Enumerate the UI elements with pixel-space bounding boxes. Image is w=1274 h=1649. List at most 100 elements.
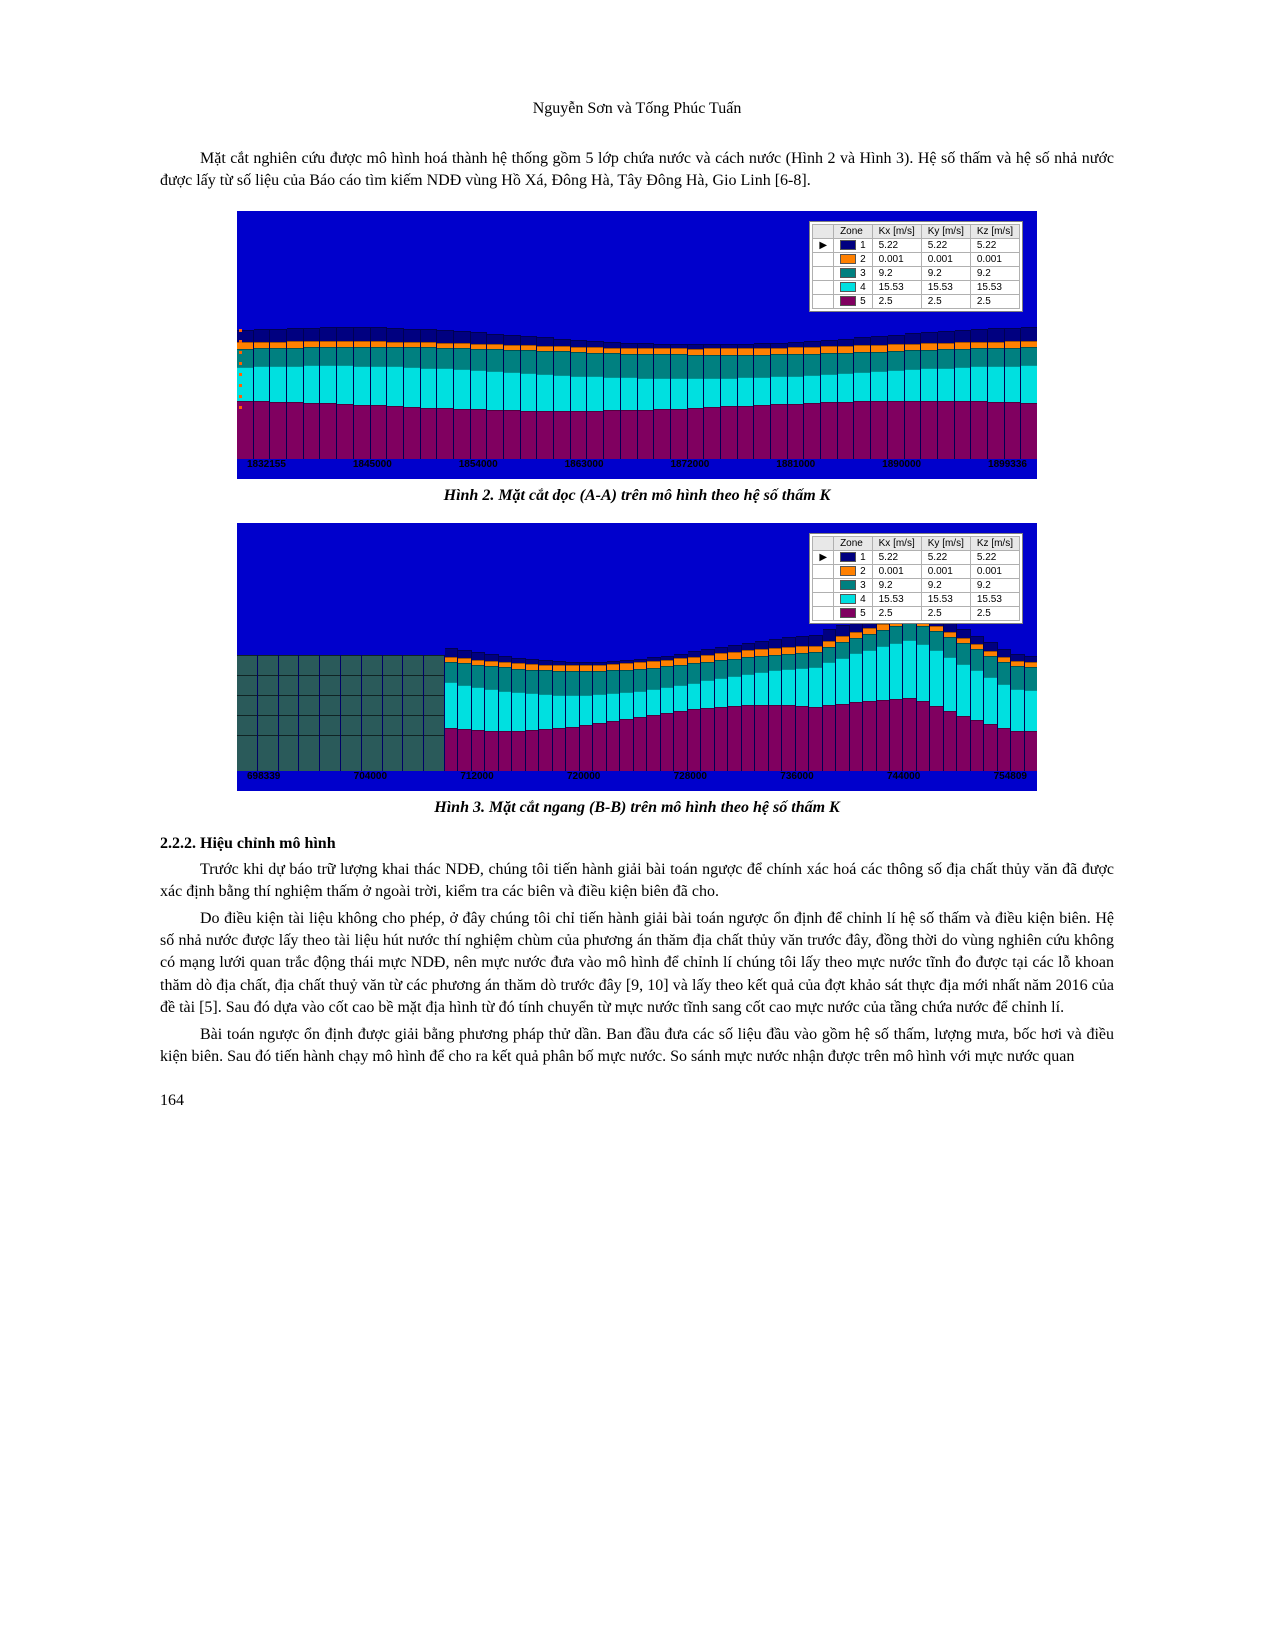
stratum-layer	[554, 411, 570, 459]
stratum-column	[580, 662, 593, 771]
stratum-layer	[607, 693, 619, 721]
stratum-column	[850, 620, 863, 771]
left-block-cell	[424, 715, 444, 735]
stratum-layer	[526, 730, 538, 771]
stratum-layer	[903, 623, 915, 640]
left-block-column	[279, 655, 300, 771]
stratum-layer	[888, 370, 904, 401]
legend-swatch-icon	[840, 296, 856, 306]
stratum-layer	[472, 652, 484, 659]
legend-value: 9.2	[872, 266, 921, 280]
stratum-layer	[454, 348, 470, 369]
stratum-column	[607, 661, 620, 771]
stratum-column	[387, 328, 404, 459]
stratum-column	[863, 616, 876, 771]
stratum-layer	[688, 683, 700, 710]
stratum-layer	[930, 706, 942, 770]
left-block-cell	[279, 655, 299, 675]
stratum-layer	[634, 717, 646, 771]
stratum-layer	[921, 368, 937, 400]
axis-tick: 1832155	[247, 459, 286, 477]
stratum-layer	[771, 348, 787, 355]
stratum-layer	[821, 353, 837, 374]
stratum-column	[304, 328, 321, 459]
stratum-layer	[701, 680, 713, 708]
stratum-layer	[823, 629, 835, 640]
page-number: 164	[160, 1092, 1114, 1110]
stratum-layer	[521, 411, 537, 459]
left-block-cell	[320, 655, 340, 675]
legend-header: Zone	[834, 536, 873, 550]
stratum-layer	[988, 366, 1004, 402]
stratum-column	[701, 649, 714, 771]
stratum-column	[485, 654, 498, 771]
stratum-layer	[854, 345, 870, 352]
stratum-column	[674, 654, 687, 771]
stratum-layer	[512, 669, 524, 693]
stratum-layer	[804, 354, 820, 375]
stratum-column	[638, 343, 655, 458]
stratum-layer	[454, 331, 470, 343]
stratum-layer	[471, 349, 487, 371]
section-heading: 2.2.2. Hiệu chỉnh mô hình	[160, 835, 1114, 853]
legend-value: 0.001	[921, 564, 970, 578]
stratum-layer	[738, 406, 754, 459]
stratum-layer	[421, 368, 437, 408]
legend-row: ▶15.225.225.22	[813, 550, 1020, 564]
stratum-layer	[371, 347, 387, 366]
stratum-layer	[998, 649, 1010, 657]
stratum-layer	[512, 692, 524, 731]
stratum-layer	[604, 410, 620, 458]
stratum-layer	[674, 711, 686, 771]
left-block-cell	[258, 675, 278, 695]
stratum-layer	[863, 634, 875, 650]
stratum-layer	[938, 368, 954, 401]
stratum-layer	[471, 332, 487, 343]
stratum-column	[1005, 328, 1022, 459]
stratum-layer	[715, 707, 727, 771]
stratum-layer	[553, 728, 565, 771]
stratum-layer	[938, 331, 954, 342]
legend-value: 0.001	[970, 252, 1019, 266]
legend-header: Kx [m/s]	[872, 536, 921, 550]
legend-value: 0.001	[872, 564, 921, 578]
stratum-layer	[437, 330, 453, 342]
stratum-layer	[769, 639, 781, 648]
left-block-cell	[258, 735, 278, 771]
stratum-layer	[1005, 328, 1021, 341]
stratum-layer	[938, 343, 954, 350]
stratum-layer	[638, 410, 654, 459]
stratum-layer	[804, 375, 820, 403]
stratum-layer	[537, 337, 553, 345]
stratum-layer	[998, 662, 1010, 684]
stratum-column	[553, 661, 566, 770]
stratum-layer	[917, 701, 929, 770]
stratum-column	[539, 660, 552, 770]
stratum-layer	[742, 674, 754, 705]
left-block-cell	[320, 675, 340, 695]
stratum-layer	[304, 365, 320, 402]
stratum-column	[445, 648, 458, 771]
stratum-column	[566, 662, 579, 771]
axis-tick: 698339	[247, 771, 280, 789]
stratum-layer	[445, 728, 457, 770]
stratum-layer	[955, 401, 971, 459]
stratum-layer	[554, 351, 570, 374]
section-title: Hiệu chỉnh mô hình	[200, 835, 336, 852]
stratum-layer	[701, 662, 713, 680]
left-block-cell	[341, 695, 361, 715]
stratum-layer	[930, 631, 942, 650]
stratum-layer	[571, 411, 587, 459]
stratum-layer	[782, 669, 794, 705]
legend-value: 5.22	[970, 550, 1019, 564]
stratum-layer	[354, 366, 370, 405]
stratum-layer	[387, 406, 403, 459]
stratum-column	[728, 645, 741, 771]
stratum-layer	[971, 401, 987, 458]
stratum-layer	[580, 725, 592, 771]
stratum-layer	[971, 720, 983, 771]
stratum-layer	[782, 637, 794, 647]
stratum-layer	[487, 349, 503, 371]
stratum-column	[647, 657, 660, 770]
legend-swatch-icon	[840, 282, 856, 292]
